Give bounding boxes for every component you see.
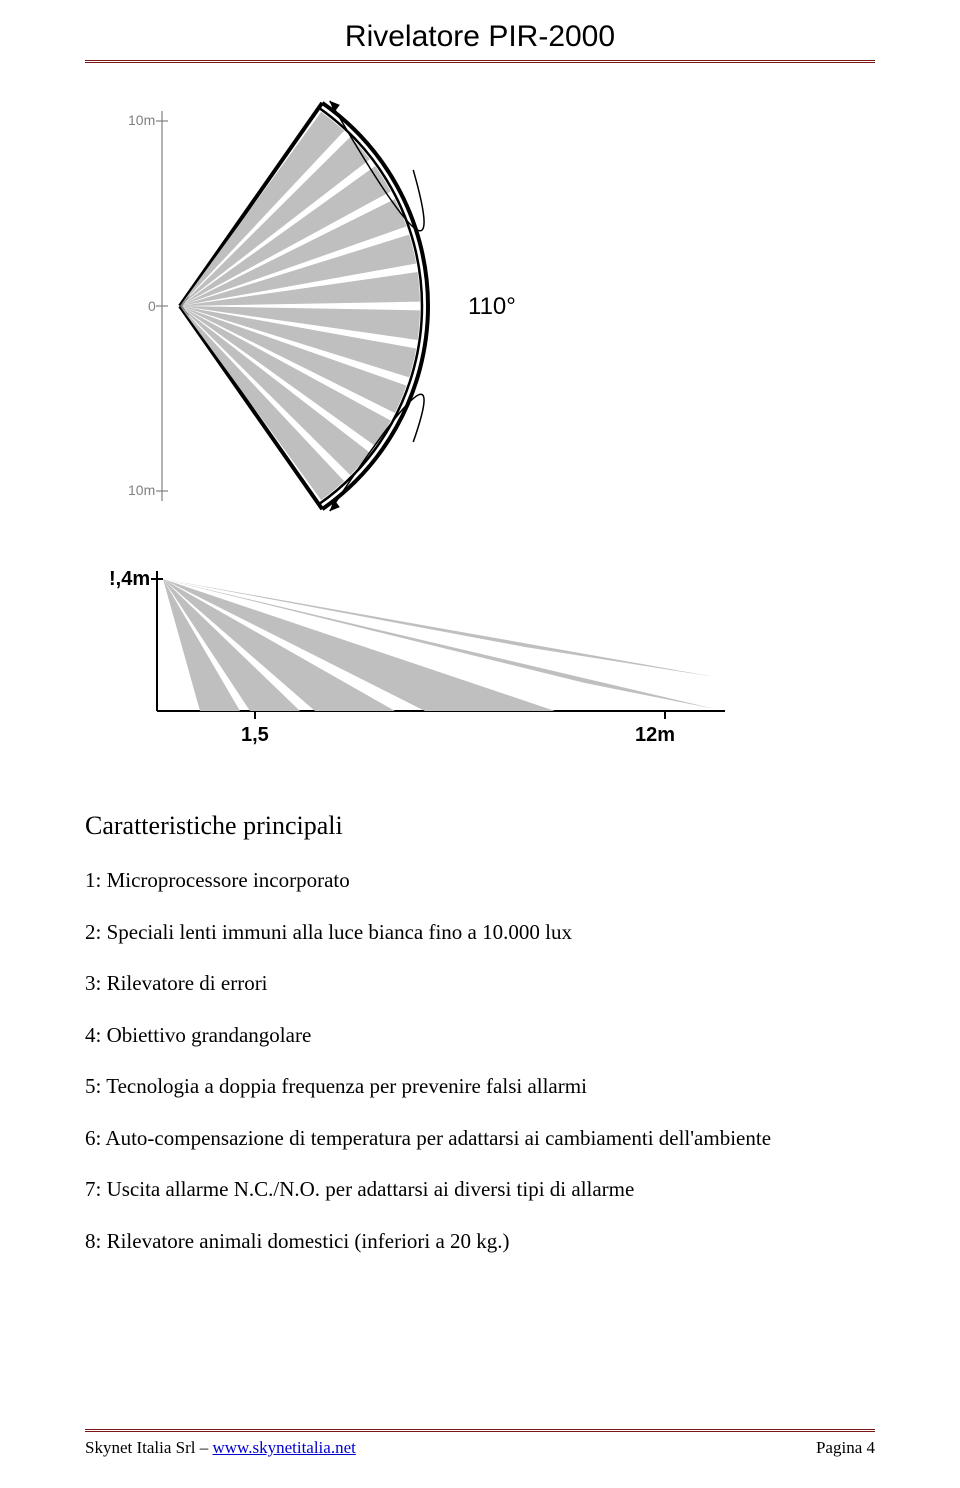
content: Caratteristiche principali 1: Microproce…	[85, 811, 875, 1429]
footer-divider	[85, 1429, 875, 1432]
svg-text:10m: 10m	[128, 482, 155, 498]
feature-item: 3: Rilevatore di errori	[85, 968, 875, 1000]
footer-link[interactable]: www.skynetitalia.net	[212, 1438, 355, 1457]
svg-text:!,4m: !,4m	[109, 568, 150, 590]
svg-text:12m: 12m	[635, 724, 675, 746]
fan-diagram: 10m 0 10m 110°	[105, 91, 625, 521]
feature-item: 6: Auto-compensazione di temperatura per…	[85, 1123, 875, 1155]
footer-company: Skynet Italia Srl –	[85, 1438, 212, 1457]
svg-text:10m: 10m	[128, 112, 155, 128]
feature-list: 1: Microprocessore incorporato 2: Special…	[85, 865, 875, 1257]
svg-text:0: 0	[148, 298, 156, 314]
footer-page-number: Pagina 4	[816, 1438, 875, 1458]
feature-item: 4: Obiettivo grandangolare	[85, 1020, 875, 1052]
section-title: Caratteristiche principali	[85, 811, 875, 841]
feature-item: 1: Microprocessore incorporato	[85, 865, 875, 897]
footer: Skynet Italia Srl – www.skynetitalia.net…	[85, 1438, 875, 1458]
diagrams: 10m 0 10m 110° !,4m 1,5 12m	[105, 91, 875, 761]
feature-item: 7: Uscita allarme N.C./N.O. per adattars…	[85, 1174, 875, 1206]
side-diagram: !,4m 1,5 12m	[105, 561, 745, 761]
svg-text:1,5: 1,5	[241, 724, 269, 746]
footer-left: Skynet Italia Srl – www.skynetitalia.net	[85, 1438, 356, 1458]
svg-text:110°: 110°	[468, 293, 516, 320]
page-title: Rivelatore PIR-2000	[85, 20, 875, 54]
feature-item: 8: Rilevatore animali domestici (inferio…	[85, 1226, 875, 1258]
feature-item: 2: Speciali lenti immuni alla luce bianc…	[85, 917, 875, 949]
feature-item: 5: Tecnologia a doppia frequenza per pre…	[85, 1071, 875, 1103]
header-divider	[85, 60, 875, 63]
